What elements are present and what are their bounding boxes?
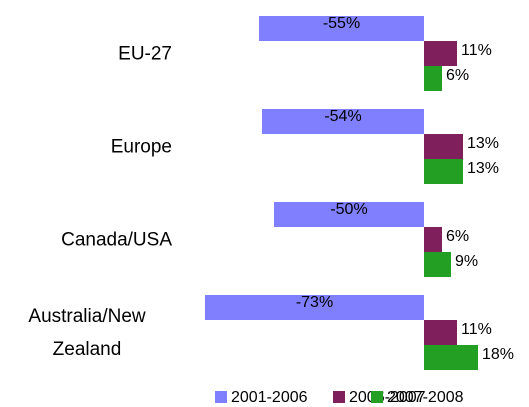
value-label: -50% <box>330 201 367 218</box>
category-label: Europe <box>2 130 172 163</box>
bar <box>205 295 424 320</box>
bar <box>424 345 478 370</box>
category-label: EU-27 <box>2 37 172 70</box>
bar <box>274 202 424 227</box>
value-label: 13% <box>467 160 499 177</box>
bar <box>259 16 424 41</box>
legend-label: 2007-2008 <box>387 389 464 406</box>
category-text: EU-27 <box>118 43 172 64</box>
bar <box>424 41 457 66</box>
category-text: Europe <box>110 136 172 157</box>
value-label: 9% <box>455 253 478 270</box>
category-label: Canada/USA <box>2 223 172 256</box>
category-label: Australia/New Zealand <box>2 300 172 366</box>
legend-swatch <box>371 391 383 403</box>
legend-swatch <box>333 391 345 403</box>
bar <box>424 227 442 252</box>
value-label: -73% <box>296 294 333 311</box>
value-label: -54% <box>324 108 361 125</box>
value-label: 6% <box>446 228 469 245</box>
bar <box>424 134 463 159</box>
legend-swatch <box>215 391 227 403</box>
category-text: Canada/USA <box>61 229 172 250</box>
value-label: 11% <box>461 42 492 59</box>
bar <box>424 252 451 277</box>
value-label: 13% <box>467 135 499 152</box>
legend-label: 2001-2006 <box>231 389 308 406</box>
value-label: 18% <box>482 346 514 363</box>
bar <box>424 66 442 91</box>
bar <box>262 109 424 134</box>
category-text: Australia/New Zealand <box>28 305 146 360</box>
bar <box>424 159 463 184</box>
value-label: -55% <box>323 15 360 32</box>
value-label: 11% <box>461 321 492 338</box>
value-label: 6% <box>446 67 469 84</box>
legend-label: 2006-2007 <box>349 389 426 406</box>
bar <box>424 320 457 345</box>
